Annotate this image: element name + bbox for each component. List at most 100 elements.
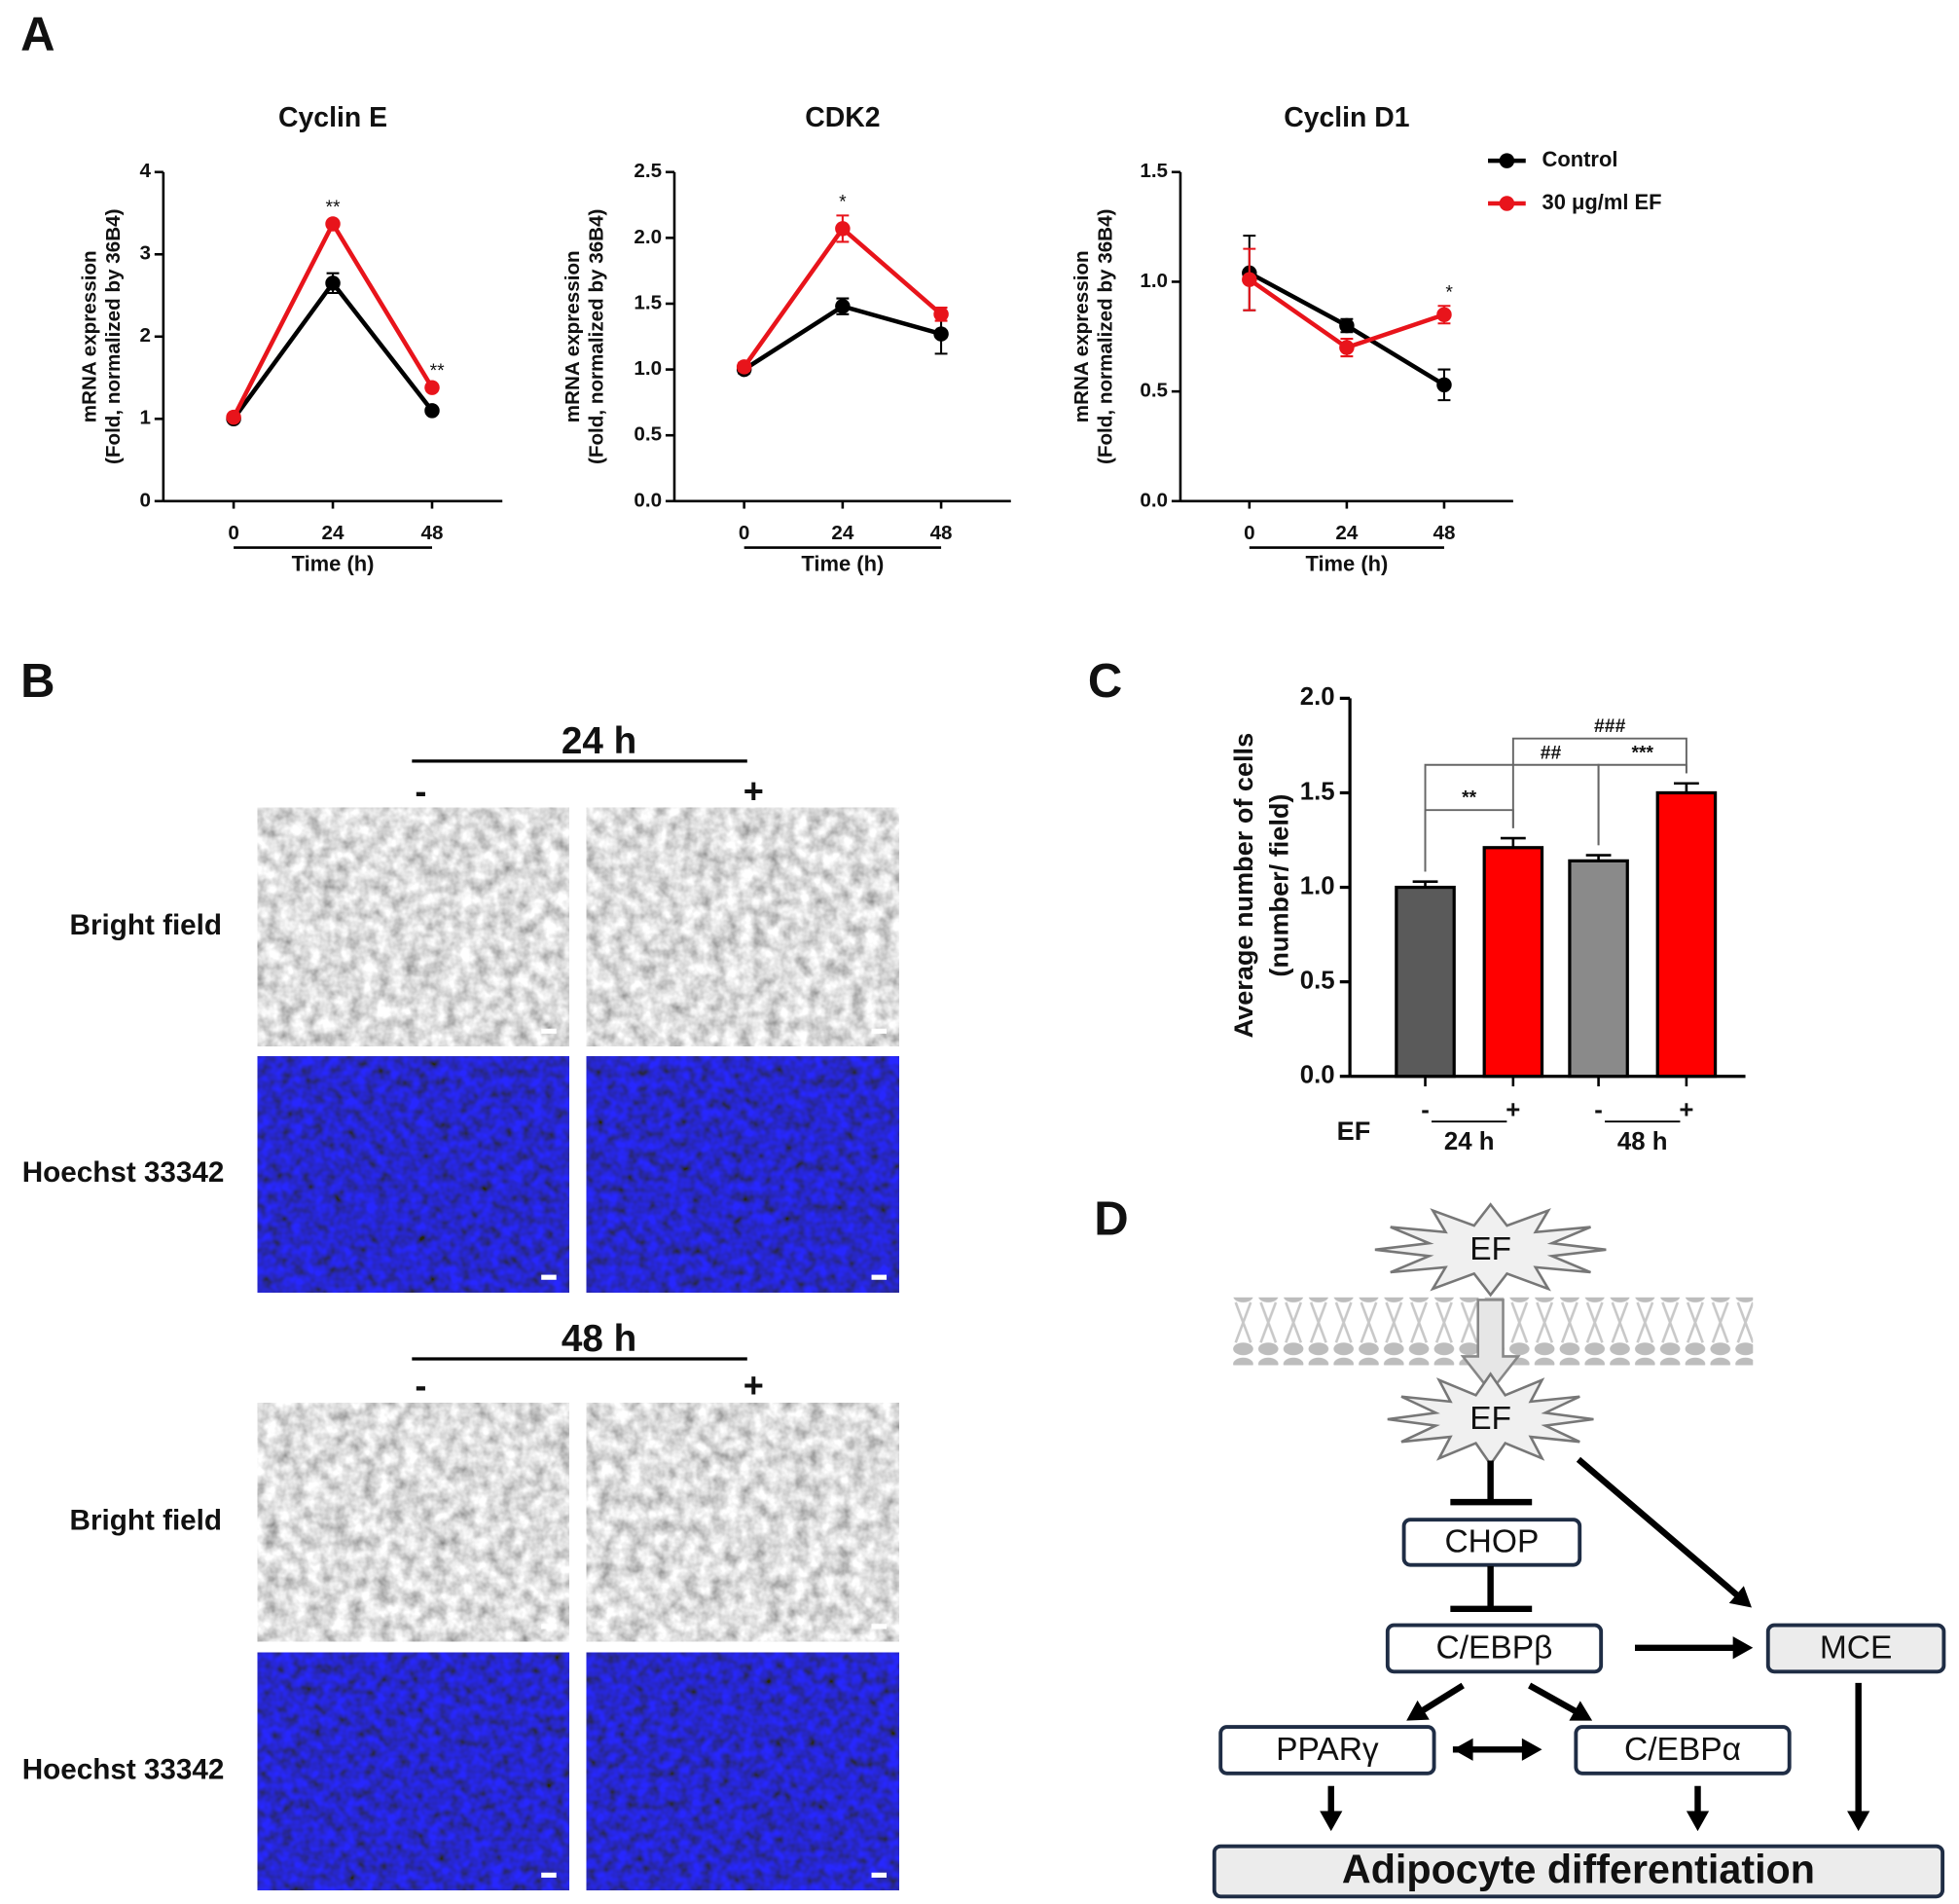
condition-label: + — [744, 1365, 764, 1405]
y-tick-label: 0.0 — [634, 489, 662, 511]
time-label: 48 h — [562, 1318, 636, 1360]
brightfield-image — [257, 807, 569, 1046]
scale-bar — [541, 1624, 557, 1629]
inhibit — [1450, 1565, 1533, 1613]
row-label: Hoechst 33342 — [22, 1156, 225, 1189]
panel-letter: D — [1094, 1192, 1128, 1245]
scale-bar — [541, 1872, 557, 1878]
data-point — [1436, 307, 1452, 322]
arrow-head — [1569, 1701, 1593, 1721]
group-label: 48 h — [1617, 1128, 1668, 1155]
node-label: C/EBPα — [1624, 1732, 1741, 1768]
y-tick-label: 2 — [139, 324, 150, 347]
hoechst-image — [257, 1056, 569, 1293]
data-point — [226, 409, 241, 425]
x-axis-label: Time (h) — [801, 551, 884, 575]
data-point — [325, 216, 341, 232]
brightfield-image — [586, 807, 899, 1046]
time-label: 24 h — [562, 720, 636, 762]
arrow-head — [1732, 1636, 1754, 1660]
scale-bar — [871, 1624, 888, 1629]
significance: ** — [325, 197, 341, 218]
scale-bar — [541, 1028, 557, 1034]
x-tick-label: 48 — [421, 522, 444, 544]
node-box — [1401, 1518, 1582, 1567]
x-tick-label: - — [1421, 1097, 1430, 1124]
legend-marker — [1499, 196, 1515, 211]
y-tick-label: 2.0 — [1300, 683, 1335, 711]
y-tick-label: 0.5 — [634, 423, 662, 446]
y-tick-label: 4 — [139, 160, 151, 182]
scale-bar — [541, 1274, 557, 1280]
node-label: CHOP — [1444, 1524, 1539, 1560]
significance: * — [839, 192, 847, 213]
arrow-head — [1847, 1811, 1870, 1832]
y-tick-label: 0 — [139, 489, 150, 511]
legend-marker — [1499, 153, 1515, 168]
y-tick-label: 1.5 — [634, 291, 662, 313]
node-label: EF — [1469, 1401, 1511, 1437]
node-label: EF — [1469, 1231, 1511, 1267]
y-axis-label: mRNA expression — [562, 250, 584, 422]
inhibit — [1450, 1460, 1533, 1506]
row-label: Bright field — [70, 1505, 223, 1537]
significance-bracket — [1424, 763, 1600, 872]
y-axis-label: mRNA expression — [1070, 250, 1093, 422]
series-line — [232, 279, 434, 421]
legend-label: 30 μg/ml EF — [1542, 190, 1662, 214]
x-tick-label: 48 — [930, 522, 953, 544]
node-box — [1574, 1725, 1792, 1776]
chart-title: Cyclin D1 — [1284, 102, 1409, 133]
x-tick-label: 0 — [228, 522, 238, 544]
y-tick-label: 1.5 — [1140, 160, 1168, 182]
data-point — [424, 380, 440, 395]
x-axis-label: Time (h) — [292, 551, 375, 575]
x-tick-label: 24 — [831, 522, 853, 544]
data-point — [933, 326, 949, 342]
y-tick-label: 3 — [139, 242, 150, 265]
x-tick-label: - — [1594, 1097, 1603, 1124]
arrow-head — [1320, 1811, 1343, 1832]
condition-label: - — [415, 1365, 426, 1405]
bar — [1568, 859, 1629, 1079]
y-tick-label: 1.0 — [1300, 872, 1335, 899]
error-bar — [1674, 782, 1699, 793]
arrow — [1576, 1456, 1747, 1604]
entry-arrow — [1460, 1299, 1521, 1394]
group-label: 24 h — [1444, 1128, 1495, 1155]
y-tick-label: 0.0 — [1140, 489, 1168, 511]
y-tick-label: 1.0 — [1140, 270, 1168, 292]
x-tick-label: 48 — [1433, 522, 1455, 544]
y-axis-label: Average number of cells — [1228, 733, 1258, 1039]
node-box — [1218, 1725, 1436, 1776]
x-tick-label: 24 — [322, 522, 345, 544]
node-label: MCE — [1820, 1630, 1893, 1666]
significance: ## — [1541, 742, 1562, 763]
x-tick-label: 0 — [739, 522, 749, 544]
hoechst-image — [586, 1056, 899, 1293]
bar — [1482, 846, 1544, 1079]
series-line — [743, 304, 942, 372]
row-label: Hoechst 33342 — [22, 1754, 225, 1786]
x-tick-label: 24 — [1335, 522, 1358, 544]
node-label: PPARγ — [1276, 1732, 1379, 1768]
panel-letter: C — [1088, 655, 1122, 708]
hoechst-image — [586, 1652, 899, 1890]
panel-letter: A — [20, 9, 54, 61]
y-axis-label: (Fold, normalized by 36B4) — [1094, 209, 1116, 464]
node-label: Adipocyte differentiation — [1342, 1848, 1815, 1892]
significance: ** — [1462, 787, 1477, 809]
arrow-head — [1728, 1586, 1752, 1608]
y-tick-label: 1.5 — [1300, 778, 1335, 805]
scale-bar — [871, 1028, 888, 1034]
brightfield-image — [586, 1403, 899, 1642]
panel-letter: B — [20, 655, 54, 708]
arrow-head — [1406, 1700, 1430, 1721]
y-tick-label: 0.5 — [1300, 967, 1335, 994]
data-point — [424, 403, 440, 419]
data-point — [933, 307, 949, 322]
legend-label: Control — [1542, 147, 1618, 171]
ef-burst — [1374, 1202, 1607, 1298]
